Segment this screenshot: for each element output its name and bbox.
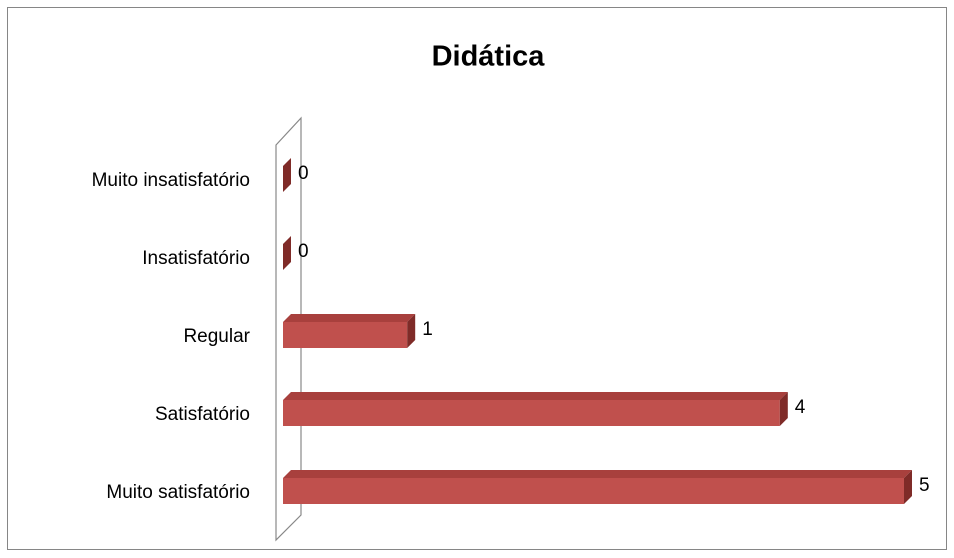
value-label: 5 — [919, 475, 930, 496]
value-label: 4 — [795, 397, 806, 418]
bar — [283, 470, 912, 504]
y-tick-label: Insatisfatório — [142, 248, 250, 269]
bar-side — [283, 236, 291, 270]
bar-front — [283, 322, 408, 348]
y-tick-label: Satisfatório — [155, 404, 250, 425]
chart-border — [7, 7, 947, 550]
value-label: 0 — [298, 241, 309, 262]
y-tick-label: Muito satisfatório — [106, 482, 250, 503]
bar-side — [779, 392, 788, 426]
bar-top — [283, 392, 788, 400]
bar — [283, 392, 788, 426]
axis-wall — [275, 116, 302, 542]
bar — [283, 236, 291, 270]
y-tick-label: Regular — [183, 326, 250, 347]
bar-top — [283, 470, 912, 478]
bar-top — [283, 314, 416, 322]
bar-front — [283, 478, 904, 504]
bar — [283, 158, 291, 192]
chart-title: Didática — [432, 41, 546, 73]
bar-side — [904, 470, 912, 504]
value-label: 0 — [298, 163, 309, 184]
bar — [283, 314, 416, 348]
bar-side — [407, 314, 416, 348]
y-tick-label: Muito insatisfatório — [92, 170, 250, 191]
bar-front — [283, 400, 780, 426]
value-label: 1 — [422, 319, 433, 340]
bar-side — [283, 158, 291, 192]
